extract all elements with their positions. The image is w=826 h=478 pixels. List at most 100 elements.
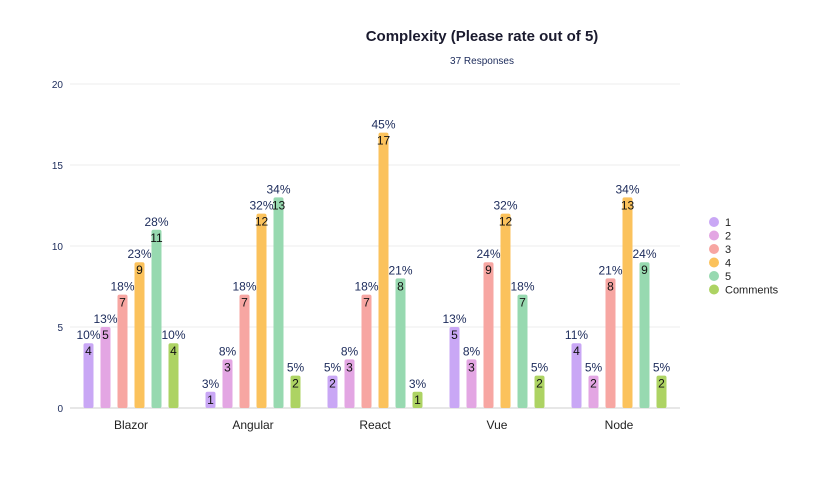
bar-blazor-3 xyxy=(117,294,128,408)
bar-percent-label: 8% xyxy=(463,344,481,358)
bar-count-label: 7 xyxy=(363,296,370,310)
y-tick-label: 20 xyxy=(52,80,64,91)
legend-label: 3 xyxy=(725,244,731,256)
bar-angular-2 xyxy=(222,359,233,408)
bar-count-label: 1 xyxy=(207,393,214,407)
bar-percent-label: 18% xyxy=(110,280,134,294)
bar-count-label: 12 xyxy=(255,215,269,229)
bar-count-label: 9 xyxy=(485,263,492,277)
legend-swatch-5 xyxy=(709,271,719,281)
bar-node-comments xyxy=(656,375,667,408)
bar-node-5 xyxy=(639,262,650,408)
bar-percent-label: 3% xyxy=(409,377,427,391)
bar-count-label: 17 xyxy=(377,134,391,148)
bar-count-label: 5 xyxy=(102,328,109,342)
bar-percent-label: 8% xyxy=(219,344,237,358)
y-tick-label: 5 xyxy=(57,323,63,334)
bar-percent-label: 32% xyxy=(249,199,273,213)
legend-label: Comments xyxy=(725,285,779,297)
bar-angular-comments xyxy=(290,375,301,408)
bar-percent-label: 28% xyxy=(144,215,168,229)
bar-count-label: 5 xyxy=(451,328,458,342)
x-tick-label: Vue xyxy=(487,418,508,432)
bar-percent-label: 10% xyxy=(161,328,185,342)
bar-count-label: 3 xyxy=(224,360,231,374)
bar-percent-label: 5% xyxy=(653,361,671,375)
bar-node-1 xyxy=(571,343,582,408)
bar-angular-5 xyxy=(273,197,284,408)
y-tick-label: 10 xyxy=(52,242,64,253)
legend-swatch-1 xyxy=(709,217,719,227)
data-labels: 410% 513%718%923%1128%410%13%38%718%1232%… xyxy=(76,118,670,407)
bar-angular-3 xyxy=(239,294,250,408)
legend-swatch-3 xyxy=(709,244,719,254)
bar-percent-label: 24% xyxy=(632,247,656,261)
bar-count-label: 3 xyxy=(468,360,475,374)
bar-vue-4 xyxy=(500,213,511,408)
bar-count-label: 4 xyxy=(573,344,580,358)
bar-count-label: 2 xyxy=(590,377,597,391)
bar-count-label: 4 xyxy=(170,344,177,358)
bar-count-label: 13 xyxy=(621,198,635,212)
x-axis: Blazor Angular React Vue Node xyxy=(114,418,634,432)
bar-react-1 xyxy=(327,375,338,408)
bar-count-label: 3 xyxy=(346,360,353,374)
bar-percent-label: 34% xyxy=(615,182,639,196)
legend: 1 23 45 Comments xyxy=(709,217,779,297)
bar-vue-5 xyxy=(517,294,528,408)
bar-node-2 xyxy=(588,375,599,408)
legend-swatch-comments xyxy=(709,284,719,295)
bar-node-3 xyxy=(605,278,616,408)
bar-percent-label: 34% xyxy=(266,182,290,196)
bar-percent-label: 45% xyxy=(371,118,395,132)
bar-percent-label: 21% xyxy=(388,263,412,277)
bar-percent-label: 18% xyxy=(510,280,534,294)
bar-count-label: 12 xyxy=(499,215,513,229)
bar-count-label: 9 xyxy=(641,263,648,277)
bar-blazor-5 xyxy=(151,229,162,408)
bar-count-label: 8 xyxy=(397,279,404,293)
legend-label: 2 xyxy=(725,231,731,243)
bar-percent-label: 18% xyxy=(232,280,256,294)
bar-percent-label: 13% xyxy=(442,312,466,326)
bar-vue-3 xyxy=(483,262,494,408)
bar-node-4 xyxy=(622,197,633,408)
bar-react-5 xyxy=(395,278,406,408)
bar-vue-1 xyxy=(449,327,460,408)
bar-count-label: 9 xyxy=(136,263,143,277)
bar-count-label: 4 xyxy=(85,344,92,358)
legend-swatch-2 xyxy=(709,230,719,241)
bar-count-label: 2 xyxy=(658,377,665,391)
bar-vue-comments xyxy=(534,375,545,408)
bar-count-label: 2 xyxy=(329,377,336,391)
bar-vue-2 xyxy=(466,359,477,408)
bar-count-label: 8 xyxy=(607,279,614,293)
bar-percent-label: 8% xyxy=(341,344,359,358)
bar-percent-label: 3% xyxy=(202,377,220,391)
bar-count-label: 2 xyxy=(536,377,543,391)
bars xyxy=(83,132,667,408)
chart-subtitle: 37 Responses xyxy=(450,56,514,67)
bar-count-label: 11 xyxy=(150,231,163,245)
bar-percent-label: 11% xyxy=(565,328,588,342)
legend-label: 1 xyxy=(725,217,731,229)
bar-react-2 xyxy=(344,359,355,408)
bar-percent-label: 10% xyxy=(76,328,100,342)
bar-react-4 xyxy=(378,132,389,408)
bar-blazor-2 xyxy=(100,327,111,408)
bar-percent-label: 18% xyxy=(354,280,378,294)
x-tick-label: React xyxy=(359,418,391,432)
chart-title: Complexity (Please rate out of 5) xyxy=(366,28,599,45)
bar-percent-label: 5% xyxy=(531,361,549,375)
bar-percent-label: 32% xyxy=(493,199,517,213)
bar-count-label: 13 xyxy=(272,198,286,212)
legend-label: 5 xyxy=(725,271,731,283)
y-tick-label: 15 xyxy=(52,161,64,172)
bar-react-comments xyxy=(412,391,423,408)
bar-angular-4 xyxy=(256,213,267,408)
bar-blazor-4 xyxy=(134,262,145,408)
bar-percent-label: 24% xyxy=(476,247,500,261)
bar-react-3 xyxy=(361,294,372,408)
bar-percent-label: 5% xyxy=(585,361,603,375)
